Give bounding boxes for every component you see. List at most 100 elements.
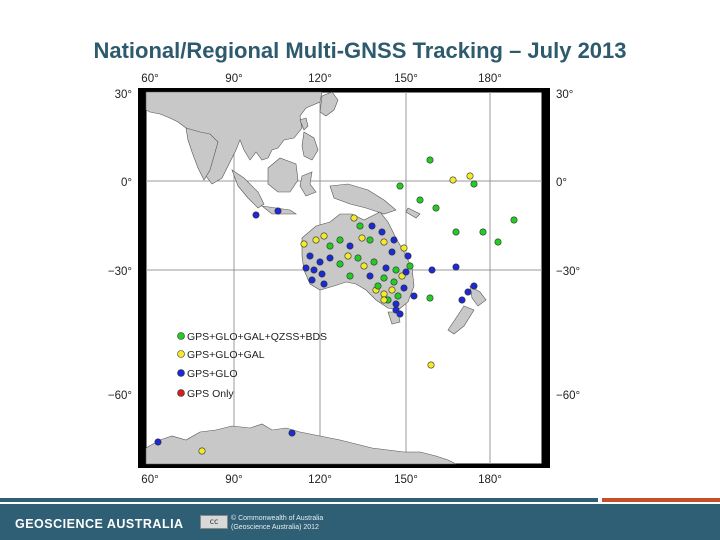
lon-label-bottom: 90° — [225, 474, 242, 486]
station-marker — [380, 290, 388, 298]
footer-rule — [0, 498, 598, 502]
station-marker — [396, 310, 404, 318]
lon-label-bottom: 150° — [394, 474, 418, 486]
footer-accent-rule — [602, 498, 720, 502]
station-marker — [380, 238, 388, 246]
legend-marker-gal — [177, 350, 185, 358]
lon-label-bottom: 60° — [141, 474, 158, 486]
station-marker — [382, 264, 390, 272]
station-marker — [366, 236, 374, 244]
station-marker — [378, 228, 386, 236]
map-frame-right — [542, 88, 550, 468]
station-marker — [406, 262, 414, 270]
station-marker — [449, 176, 457, 184]
lon-label-top: 60° — [141, 73, 158, 85]
asia-land — [145, 91, 323, 185]
station-marker — [380, 274, 388, 282]
station-marker — [428, 266, 436, 274]
station-marker — [464, 288, 472, 296]
legend-label: GPS+GLO+GAL+QZSS+BDS — [187, 331, 327, 343]
new-zealand-land — [447, 285, 487, 335]
lat-labels-left: 30° 0° −30° −60° — [108, 89, 132, 402]
copyright-line: (Geoscience Australia) 2012 — [231, 524, 319, 531]
station-marker — [452, 263, 460, 271]
station-marker — [470, 282, 478, 290]
station-marker — [356, 222, 364, 230]
legend-label: GPS+GLO — [187, 368, 237, 380]
station-marker — [302, 264, 310, 272]
lat-label-left: 0° — [121, 177, 132, 189]
lat-label-right: −30° — [556, 266, 580, 278]
copyright-notice: © Commonwealth of Australia (Geoscience … — [231, 514, 371, 532]
station-marker — [368, 222, 376, 230]
station-marker — [336, 236, 344, 244]
station-marker — [274, 207, 282, 215]
antarctica-land — [145, 423, 457, 465]
lat-label-right: −60° — [556, 390, 580, 402]
station-marker — [402, 268, 410, 276]
station-marker — [388, 248, 396, 256]
station-marker — [479, 228, 487, 236]
station-marker — [458, 296, 466, 304]
map-frame-left — [138, 88, 146, 468]
station-marker — [400, 244, 408, 252]
station-marker — [392, 300, 400, 308]
station-marker — [470, 180, 478, 188]
station-marker — [388, 286, 396, 294]
new-guinea-land — [329, 183, 397, 215]
station-marker — [370, 258, 378, 266]
slide-title: National/Regional Multi-GNSS Tracking – … — [93, 38, 627, 63]
station-marker — [510, 216, 518, 224]
station-marker — [288, 429, 296, 437]
sulawesi-land — [299, 171, 317, 197]
station-marker — [312, 236, 320, 244]
station-marker — [346, 272, 354, 280]
station-marker — [396, 182, 404, 190]
borneo-land — [267, 157, 299, 193]
lat-label-left: −60° — [108, 390, 132, 402]
footer-bar: GEOSCIENCE AUSTRALIA cc © Commonwealth o… — [0, 504, 720, 540]
lon-label-top: 180° — [478, 73, 502, 85]
station-marker — [252, 211, 260, 219]
station-marker — [400, 284, 408, 292]
station-marker — [154, 438, 162, 446]
station-marker — [354, 254, 362, 262]
station-marker — [394, 292, 402, 300]
station-marker — [198, 447, 206, 455]
station-marker — [390, 278, 398, 286]
lon-labels-bottom: 60° 90° 120° 150° 180° — [141, 474, 502, 486]
brand-name: GEOSCIENCE AUSTRALIA — [15, 517, 184, 531]
legend-marker-gps — [177, 389, 185, 397]
legend-marker-full — [177, 332, 185, 340]
station-marker — [426, 294, 434, 302]
station-marker — [410, 292, 418, 300]
station-marker — [326, 254, 334, 262]
station-marker — [310, 266, 318, 274]
station-marker — [308, 276, 316, 284]
station-marker — [306, 252, 314, 260]
map-frame-bottom — [138, 464, 550, 468]
copyright-line: © Commonwealth of Australia — [231, 515, 324, 522]
station-marker — [404, 252, 412, 260]
station-marker — [392, 266, 400, 274]
map-legend: GPS+GLO+GAL+QZSS+BDS GPS+GLO+GAL GPS+GLO… — [177, 331, 327, 400]
lon-label-top: 90° — [225, 73, 242, 85]
lon-label-bottom: 180° — [478, 474, 502, 486]
station-marker — [360, 262, 368, 270]
station-marker — [432, 204, 440, 212]
lon-label-top: 120° — [308, 73, 332, 85]
solomon-land — [405, 207, 421, 219]
station-marker — [326, 242, 334, 250]
lat-label-right: 0° — [556, 177, 567, 189]
station-marker — [366, 272, 374, 280]
station-marker — [316, 258, 324, 266]
station-marker — [320, 232, 328, 240]
lat-label-right: 30° — [556, 89, 573, 101]
station-marker — [344, 252, 352, 260]
legend-label: GPS Only — [187, 388, 234, 400]
lat-label-left: −30° — [108, 266, 132, 278]
station-marker — [380, 296, 388, 304]
station-marker — [346, 242, 354, 250]
japan-land — [319, 91, 339, 117]
station-marker — [466, 172, 474, 180]
